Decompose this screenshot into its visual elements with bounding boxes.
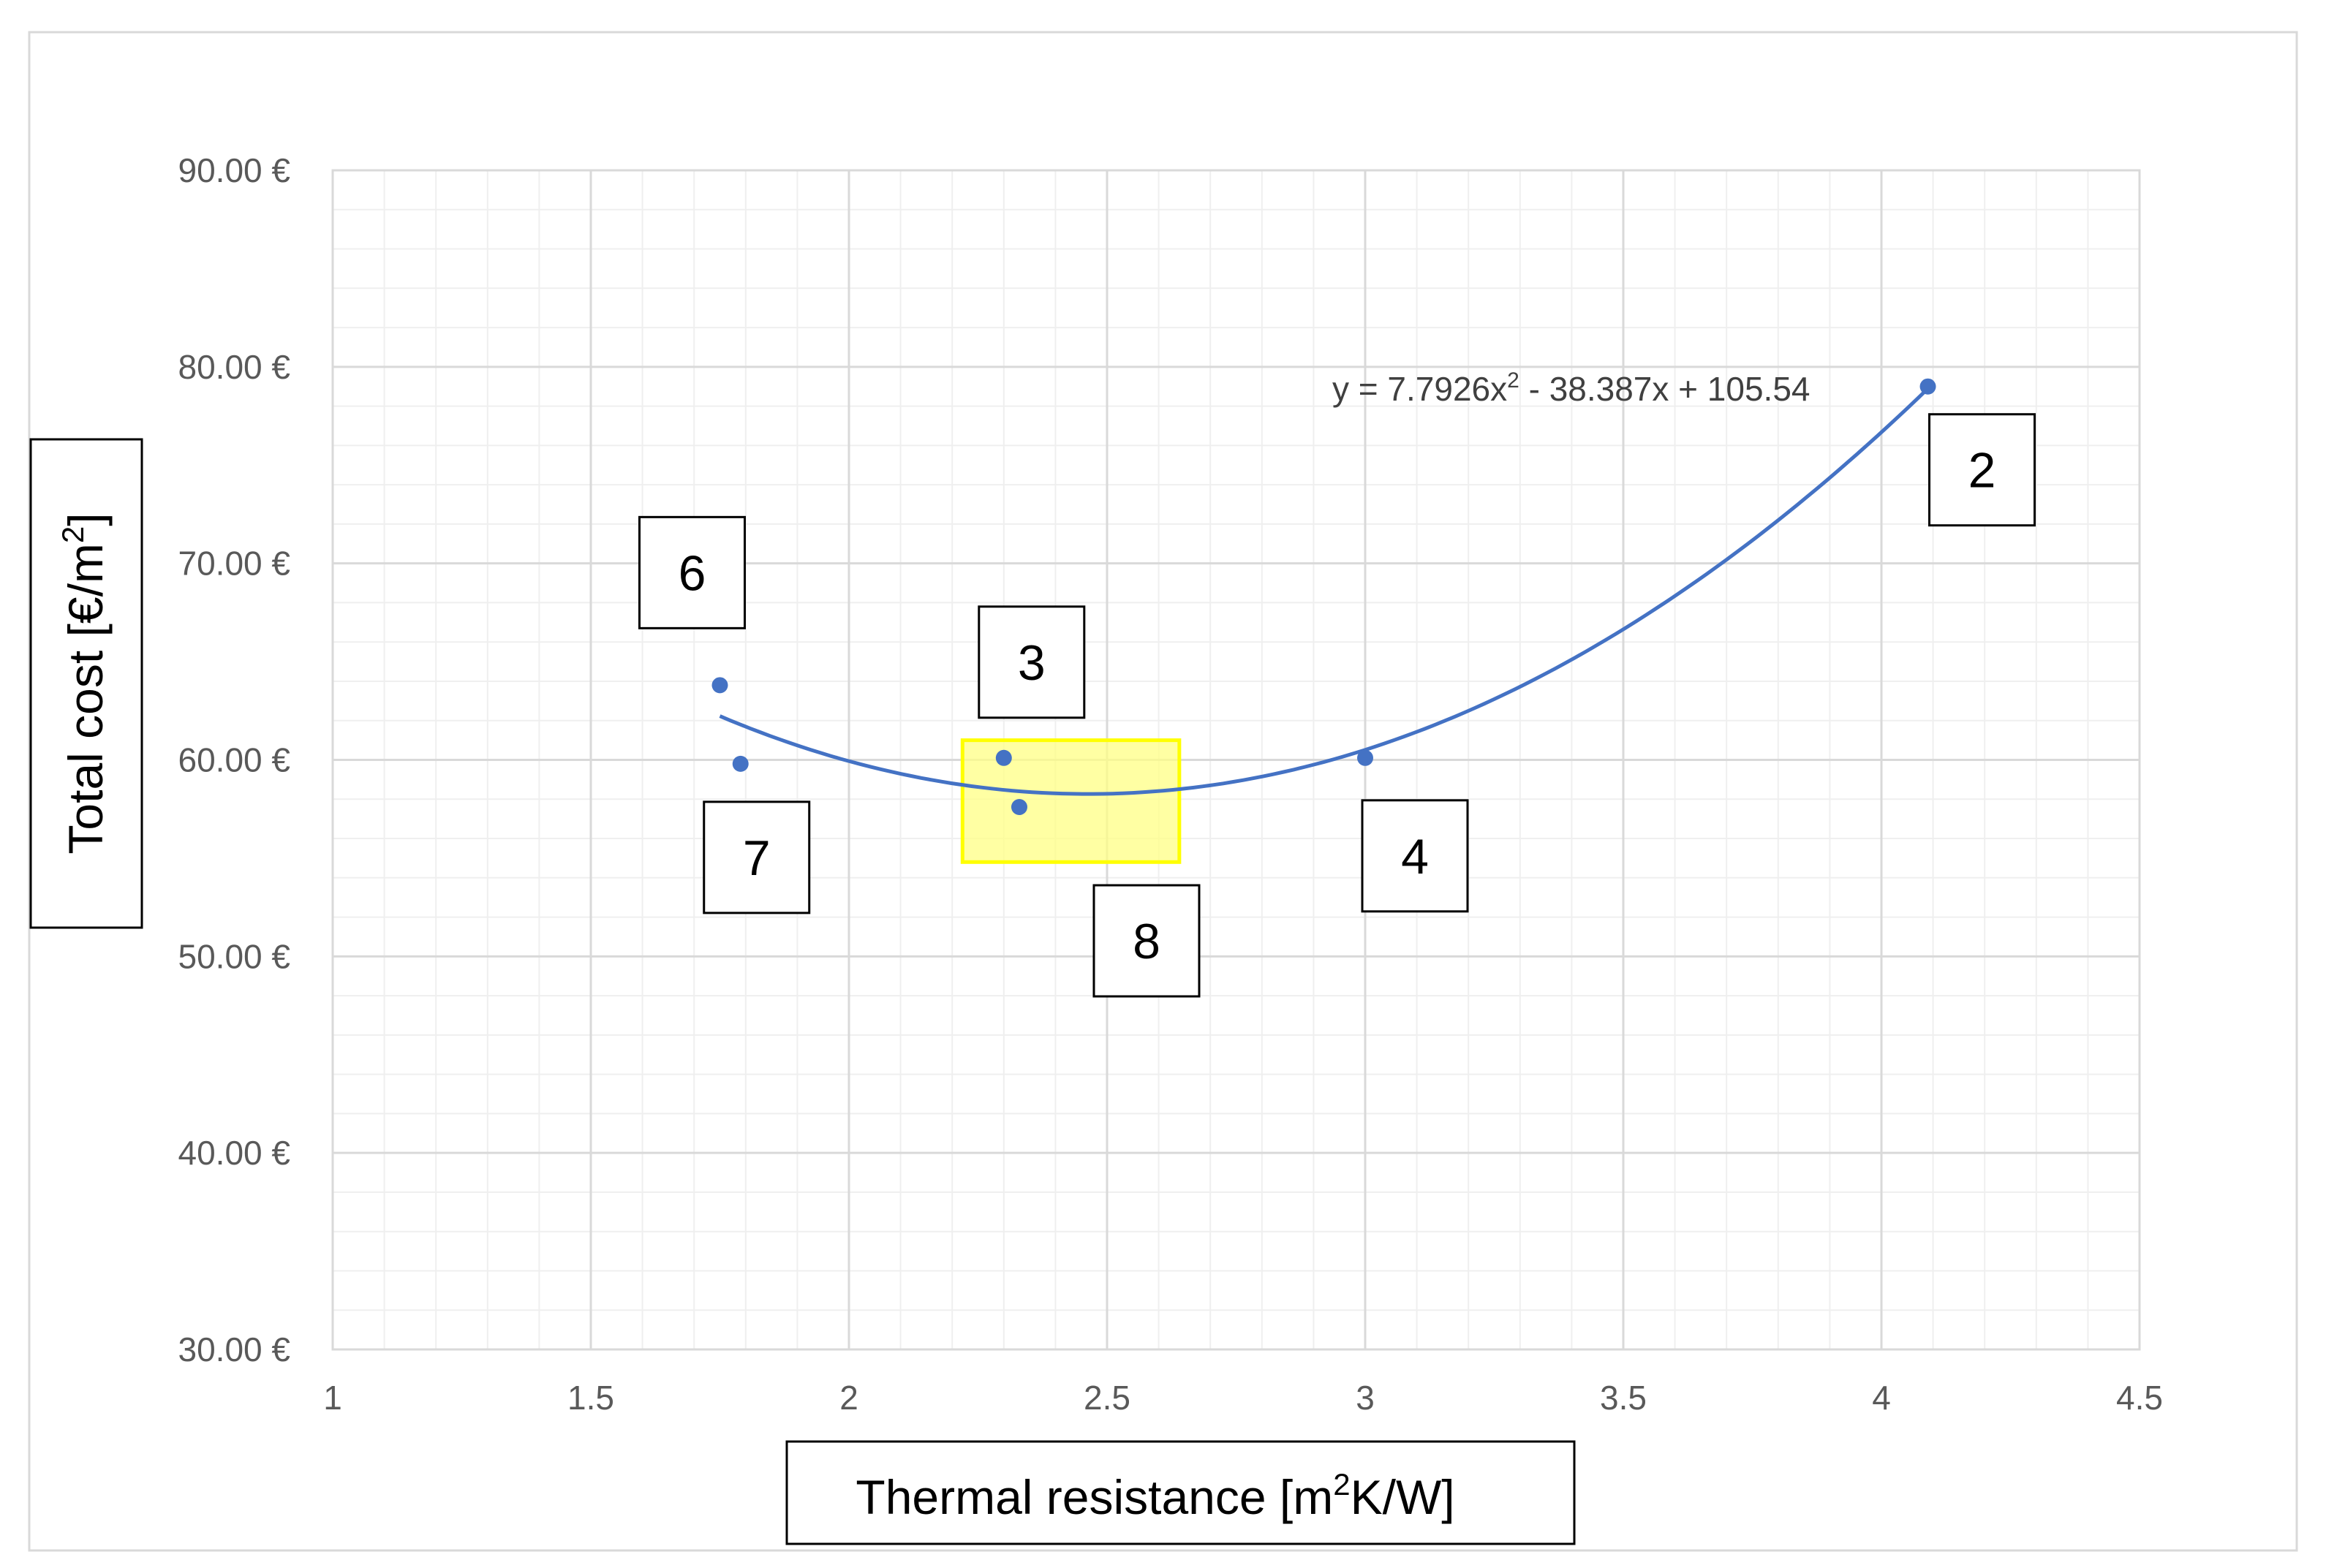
point-label-4: 4 bbox=[1361, 799, 1469, 913]
y-tick-label: 70.00 € bbox=[178, 545, 290, 583]
y-tick-label: 40.00 € bbox=[178, 1134, 290, 1172]
data-points bbox=[711, 378, 1936, 816]
data-point bbox=[1919, 378, 1936, 395]
trendline bbox=[719, 387, 1930, 796]
y-tick-label: 80.00 € bbox=[178, 348, 290, 386]
x-tick-label: 4 bbox=[1872, 1379, 1891, 1417]
y-tick-label: 30.00 € bbox=[178, 1330, 290, 1368]
y-axis-tick-labels: 30.00 € 40.00 € 50.00 € 60.00 € 70.00 € 80.00… bbox=[178, 151, 290, 1368]
point-label-text: 8 bbox=[1133, 914, 1160, 969]
major-gridlines bbox=[331, 169, 2141, 1351]
x-tick-label: 1 bbox=[323, 1379, 342, 1417]
data-point bbox=[711, 677, 728, 694]
optimum-highlight bbox=[960, 738, 1182, 864]
plot-area-border bbox=[331, 169, 2141, 1351]
point-label-text: 2 bbox=[1968, 443, 1996, 499]
x-axis-tick-labels: 1 1.5 2 2.5 3 3.5 4 4.5 bbox=[323, 1379, 2163, 1417]
point-label-text: 6 bbox=[679, 545, 706, 601]
x-tick-label: 2 bbox=[839, 1379, 858, 1417]
y-tick-label: 60.00 € bbox=[178, 741, 290, 779]
point-label-boxes: 6 7 3 8 4 2 bbox=[638, 413, 2036, 998]
x-axis-title-box: Thermal resistance [m2K/W] bbox=[785, 1440, 1576, 1545]
trendline-equation: y = 7.7926x2 - 38.387x + 105.54 bbox=[1332, 368, 1810, 408]
point-label-8: 8 bbox=[1092, 884, 1201, 998]
y-tick-label: 50.00 € bbox=[178, 937, 290, 975]
point-label-3: 3 bbox=[978, 605, 1086, 719]
y-tick-label: 90.00 € bbox=[178, 151, 290, 189]
point-label-text: 3 bbox=[1018, 635, 1046, 691]
point-label-text: 7 bbox=[743, 830, 771, 886]
point-label-7: 7 bbox=[703, 800, 811, 914]
data-point bbox=[1011, 799, 1027, 816]
point-label-2: 2 bbox=[1928, 413, 2036, 527]
data-point bbox=[995, 749, 1012, 766]
y-axis-title: Total cost [€/m2] bbox=[56, 512, 113, 854]
x-tick-label: 1.5 bbox=[567, 1379, 614, 1417]
point-label-6: 6 bbox=[638, 515, 746, 629]
x-axis-title: Thermal resistance [m2K/W] bbox=[856, 1467, 1454, 1524]
data-point bbox=[1357, 749, 1373, 766]
x-tick-label: 3.5 bbox=[1600, 1379, 1647, 1417]
x-tick-label: 3 bbox=[1356, 1379, 1375, 1417]
y-axis-title-box: Total cost [€/m2] bbox=[29, 438, 143, 929]
point-label-text: 4 bbox=[1401, 829, 1429, 885]
x-tick-label: 2.5 bbox=[1084, 1379, 1130, 1417]
x-tick-label: 4.5 bbox=[2116, 1379, 2163, 1417]
data-point bbox=[732, 755, 749, 772]
